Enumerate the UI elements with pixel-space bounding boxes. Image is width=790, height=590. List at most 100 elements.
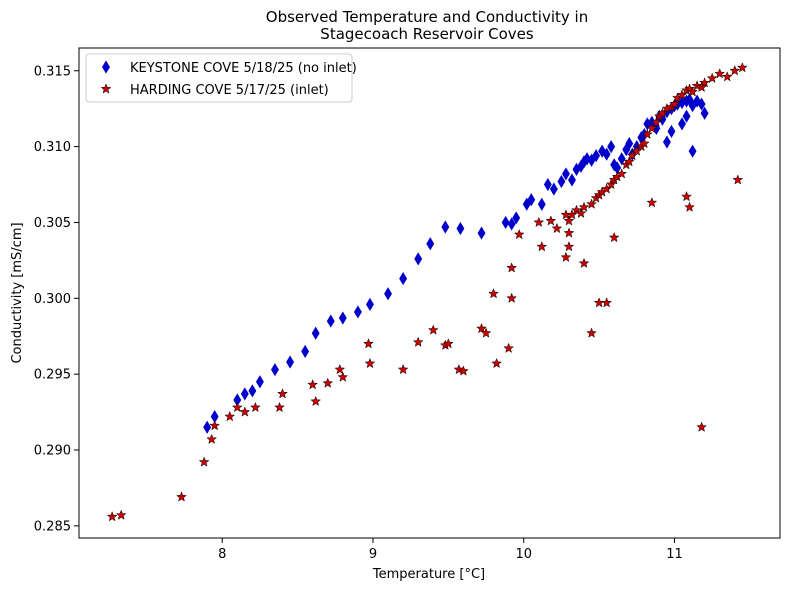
harding-point [206, 433, 218, 445]
keystone-point [384, 287, 392, 301]
keystone-point [507, 217, 516, 231]
keystone-point [286, 355, 295, 369]
legend-star-icon [100, 83, 112, 94]
legend-box [85, 53, 353, 103]
keystone-point [326, 314, 335, 328]
harding-point [239, 406, 251, 417]
keystone-point [688, 144, 697, 158]
harding-point [551, 222, 563, 234]
legend-label-harding: HARDING COVE 5/17/25 (inlet) [130, 83, 329, 98]
harding-point [623, 156, 635, 167]
harding-point [696, 421, 708, 432]
y-tick-label: 0.300 [34, 292, 71, 307]
y-tick-label: 0.315 [34, 64, 71, 79]
keystone-point [568, 173, 576, 187]
keystone-point [203, 420, 212, 434]
harding-point [322, 377, 334, 388]
harding-point [427, 324, 439, 335]
keystone-point [512, 211, 521, 225]
keystone-point [527, 193, 536, 207]
keystone-point [602, 147, 611, 161]
harding-point [277, 388, 288, 399]
legend: KEYSTONE COVE 5/18/25 (no inlet) HARDING… [85, 53, 357, 103]
harding-point [249, 401, 261, 413]
legend-label-keystone: KEYSTONE COVE 5/18/25 (no inlet) [130, 61, 357, 76]
harding-point [669, 98, 680, 109]
keystone-point [700, 106, 709, 120]
harding-point [412, 336, 424, 347]
keystone-point [607, 140, 616, 154]
harding-point [681, 190, 692, 202]
harding-point [536, 241, 548, 252]
harding-point [545, 215, 557, 226]
harding-point [488, 288, 500, 299]
legend-marker-keystone [102, 60, 110, 74]
harding-point [224, 410, 236, 422]
harding-point [209, 420, 221, 431]
keystone-point [693, 94, 702, 108]
harding-point [646, 122, 658, 134]
keystone-point [652, 121, 661, 135]
harding-point [442, 338, 454, 349]
keystone-point [255, 375, 264, 389]
keystone-point [353, 305, 362, 319]
harding-point [646, 197, 658, 208]
harding-point [560, 251, 572, 262]
harding-point [480, 327, 492, 338]
harding-point [231, 401, 243, 413]
harding-point [608, 231, 620, 243]
keystone-point [248, 384, 257, 398]
harding-point [106, 511, 118, 522]
keystone-point [501, 215, 510, 230]
harding-point [334, 363, 346, 375]
keystone-point [667, 124, 676, 139]
harding-point [563, 241, 575, 252]
harding-point [491, 357, 503, 369]
harding-point [729, 65, 741, 76]
harding-point [533, 216, 545, 228]
keystone-point [456, 221, 465, 236]
harding-point [687, 86, 698, 97]
x-tick-label: 9 [369, 547, 377, 562]
keystone-point [426, 237, 435, 251]
harding-point [586, 198, 597, 209]
keystone-point [662, 135, 671, 149]
harding-point [307, 379, 319, 390]
keystone-point [271, 363, 279, 377]
harding-point [397, 363, 409, 375]
harding-point [176, 491, 187, 502]
harding-point [476, 322, 487, 334]
keystone-point [543, 177, 552, 192]
harding-point [578, 257, 590, 269]
keystone-point [240, 387, 249, 401]
harding-point [714, 68, 726, 79]
harding-point [699, 77, 711, 88]
harding-point [586, 327, 597, 338]
plot-area-frame [78, 47, 781, 539]
y-tick-label: 0.285 [34, 519, 71, 534]
keystone-point [678, 117, 686, 131]
keystone-point [537, 197, 546, 211]
keystone-point [561, 167, 570, 181]
keystone-point [592, 149, 601, 163]
keystone-point [549, 182, 558, 196]
keystone-point [366, 297, 374, 311]
y-tick-label: 0.290 [34, 444, 71, 459]
harding-point [601, 297, 613, 308]
harding-point [638, 137, 650, 149]
legend-diamond-icon [102, 60, 110, 74]
x-tick-label: 10 [515, 547, 532, 562]
keystone-point [682, 109, 691, 123]
keystone-point [625, 136, 634, 151]
harding-point [513, 228, 525, 240]
harding-point [274, 401, 285, 413]
harding-point [506, 292, 518, 303]
harding-point [684, 201, 695, 212]
harding-point [616, 168, 628, 179]
harding-point [571, 204, 582, 215]
keystone-point [399, 272, 408, 286]
keystone-point [338, 311, 347, 325]
harding-point [363, 338, 374, 349]
keystone-point [557, 174, 566, 189]
x-tick-label: 11 [666, 547, 683, 562]
